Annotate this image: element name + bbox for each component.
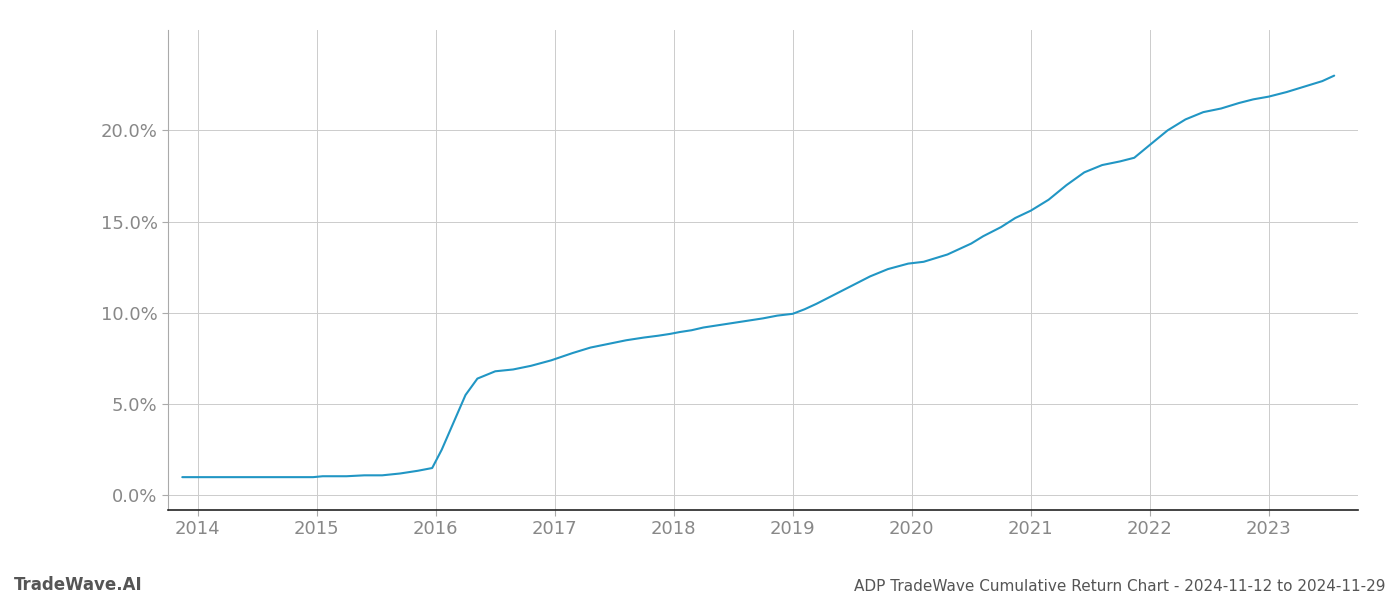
Text: ADP TradeWave Cumulative Return Chart - 2024-11-12 to 2024-11-29: ADP TradeWave Cumulative Return Chart - … (854, 579, 1386, 594)
Text: TradeWave.AI: TradeWave.AI (14, 576, 143, 594)
